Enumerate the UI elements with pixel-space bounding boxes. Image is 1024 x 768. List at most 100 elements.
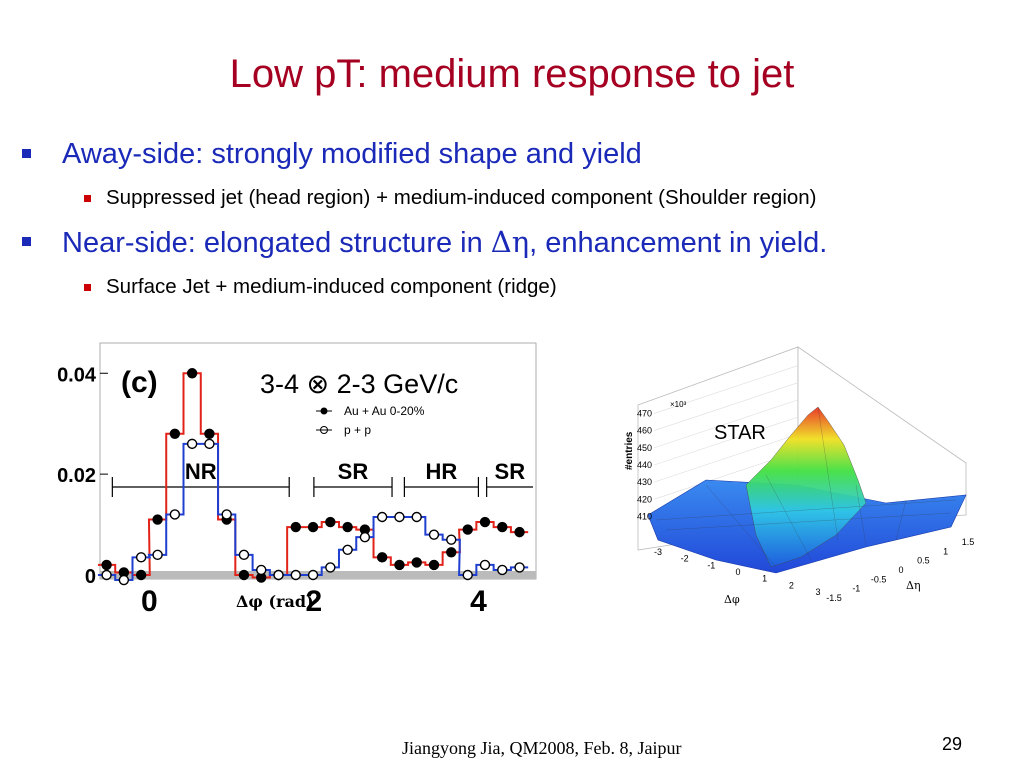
y-tick-labels: -1.5 -1 -0.5 0 0.5 1 1.5 bbox=[826, 537, 974, 603]
pp-point bbox=[273, 569, 284, 581]
pp-point bbox=[256, 564, 267, 576]
pp-point bbox=[204, 438, 215, 450]
x-tick-label: 2 bbox=[306, 585, 323, 618]
left-chart-title: 3-4 ⊗ 2-3 GeV/c bbox=[260, 369, 458, 399]
auau-point bbox=[325, 516, 336, 528]
z-tick-label: 440 bbox=[637, 460, 652, 470]
correlation-plot: NR SR HR SR 0 0.02 0.04 0 2 4 (c) 3-4 ⊗ 2-3 GeV… bbox=[57, 342, 537, 618]
x-axis-label: Δφ (rad) bbox=[236, 592, 314, 611]
x-tick-label: -1 bbox=[707, 560, 715, 570]
y-tick-label: 0.02 bbox=[57, 465, 96, 487]
star-label: STAR bbox=[714, 422, 766, 444]
bullet-marker bbox=[22, 237, 31, 246]
auau-point bbox=[462, 524, 473, 535]
pp-point bbox=[479, 559, 491, 571]
z-gridline bbox=[653, 416, 799, 466]
pp-point bbox=[446, 534, 457, 545]
auau-point bbox=[411, 557, 422, 568]
y-tick-label: -1.5 bbox=[826, 593, 842, 603]
x-tick-label: -2 bbox=[681, 554, 689, 564]
z-tick-labels: 410 420 430 440 450 460 470 bbox=[637, 409, 652, 522]
pp-point bbox=[497, 564, 508, 576]
panel-label: (c) bbox=[121, 366, 158, 399]
delta-eta-symbol: Δη bbox=[490, 225, 530, 259]
y-tick-label: 1 bbox=[943, 546, 948, 556]
auau-point bbox=[479, 516, 491, 528]
auau-point bbox=[101, 559, 112, 571]
page-number: 29 bbox=[942, 734, 963, 754]
region-markers: NR SR HR SR bbox=[111, 459, 533, 497]
auau-point bbox=[394, 559, 405, 571]
pp-point bbox=[152, 549, 163, 561]
z-tick-label: 470 bbox=[637, 409, 652, 419]
sub-bullet-suppressed-jet: Suppressed jet (head region) + medium-in… bbox=[84, 176, 1012, 220]
pp-point bbox=[290, 569, 301, 581]
bullet-list: Away-side: strongly modified shape and y… bbox=[22, 132, 1012, 309]
auau-point bbox=[238, 569, 250, 581]
x-tick-label: 1 bbox=[762, 574, 767, 584]
auau-point bbox=[186, 368, 198, 379]
x-axis-label: Δφ bbox=[724, 593, 740, 606]
z-gridline bbox=[653, 365, 799, 414]
sub-bullet-surface-jet-text: Surface Jet + medium-induced component (… bbox=[106, 275, 557, 298]
bullet-near-side-text-before: Near-side: elongated structure in bbox=[62, 227, 491, 259]
pp-point bbox=[394, 511, 405, 523]
legend-label-pp: p + p bbox=[344, 423, 371, 437]
auau-point bbox=[307, 521, 319, 533]
z-axis-label: #entries bbox=[624, 431, 635, 470]
bullet-near-side-text-after: , enhancement in yield. bbox=[529, 227, 828, 259]
bullet-away-side-text: Away-side: strongly modified shape and y… bbox=[62, 138, 642, 170]
z-tick-label: 430 bbox=[637, 477, 652, 487]
pp-point bbox=[359, 531, 371, 543]
sub-bullet-surface-jet: Surface Jet + medium-induced component (… bbox=[84, 265, 1012, 309]
x-tick-label: 4 bbox=[470, 585, 487, 618]
plot-frame bbox=[99, 342, 537, 580]
z-tick-label: 450 bbox=[637, 443, 652, 453]
pp-point bbox=[514, 562, 525, 573]
auau-point bbox=[428, 559, 440, 571]
histogram-lines bbox=[97, 372, 529, 582]
auau-point bbox=[290, 521, 301, 533]
y-tick-label: 0 bbox=[85, 566, 96, 588]
pp-point bbox=[238, 549, 250, 561]
z-tick-label: 420 bbox=[637, 494, 652, 504]
x-tick-label: 3 bbox=[815, 587, 820, 597]
y-tick-label: 0 bbox=[898, 565, 903, 575]
pp-point bbox=[118, 574, 130, 586]
region-label: SR bbox=[338, 459, 369, 484]
pp-point bbox=[325, 562, 336, 573]
pp-point bbox=[307, 569, 319, 581]
region-label: HR bbox=[426, 459, 458, 484]
y-tick-labels: 0 0.02 0.04 bbox=[57, 364, 97, 588]
sub-bullet-suppressed-jet-text: Suppressed jet (head region) + medium-in… bbox=[106, 186, 817, 209]
auau-point bbox=[376, 552, 388, 563]
region-label: NR bbox=[185, 459, 217, 484]
z-tick-label: 460 bbox=[637, 426, 652, 436]
sub-bullet-marker bbox=[84, 195, 91, 202]
bullet-away-side: Away-side: strongly modified shape and y… bbox=[22, 132, 1012, 176]
auau-point bbox=[446, 547, 457, 558]
pp-point bbox=[186, 438, 198, 450]
y-tick-label: -1 bbox=[852, 584, 860, 594]
legend: Au + Au 0-20% p + p bbox=[316, 404, 425, 437]
auau-point bbox=[497, 521, 508, 533]
auau-point bbox=[514, 526, 525, 538]
y-tick-label: 0.04 bbox=[57, 364, 97, 386]
pp-point bbox=[376, 511, 388, 523]
pp-point bbox=[411, 511, 422, 523]
surface-plot: STAR #entries ×10³ 410 420 430 440 450 460 470… bbox=[624, 346, 974, 606]
z-gridline bbox=[653, 399, 799, 449]
pp-point bbox=[169, 509, 181, 520]
x-tick-labels: 0 2 4 bbox=[141, 585, 487, 618]
bullet-near-side: Near-side: elongated structure in Δη, en… bbox=[22, 220, 1012, 265]
auau-point bbox=[342, 521, 353, 533]
y-axis-label: Δη bbox=[906, 579, 921, 592]
x-tick-label: 2 bbox=[789, 580, 794, 590]
footer-text: Jiangyong Jia, QM2008, Feb. 8, Jaipur bbox=[402, 738, 682, 758]
pp-point bbox=[101, 569, 112, 581]
x-tick-label: 0 bbox=[141, 585, 158, 618]
auau-point bbox=[135, 569, 147, 581]
z-gridline bbox=[653, 433, 799, 483]
x-tick-labels: -3 -2 -1 0 1 2 3 bbox=[654, 547, 821, 597]
pp-point bbox=[428, 529, 440, 540]
